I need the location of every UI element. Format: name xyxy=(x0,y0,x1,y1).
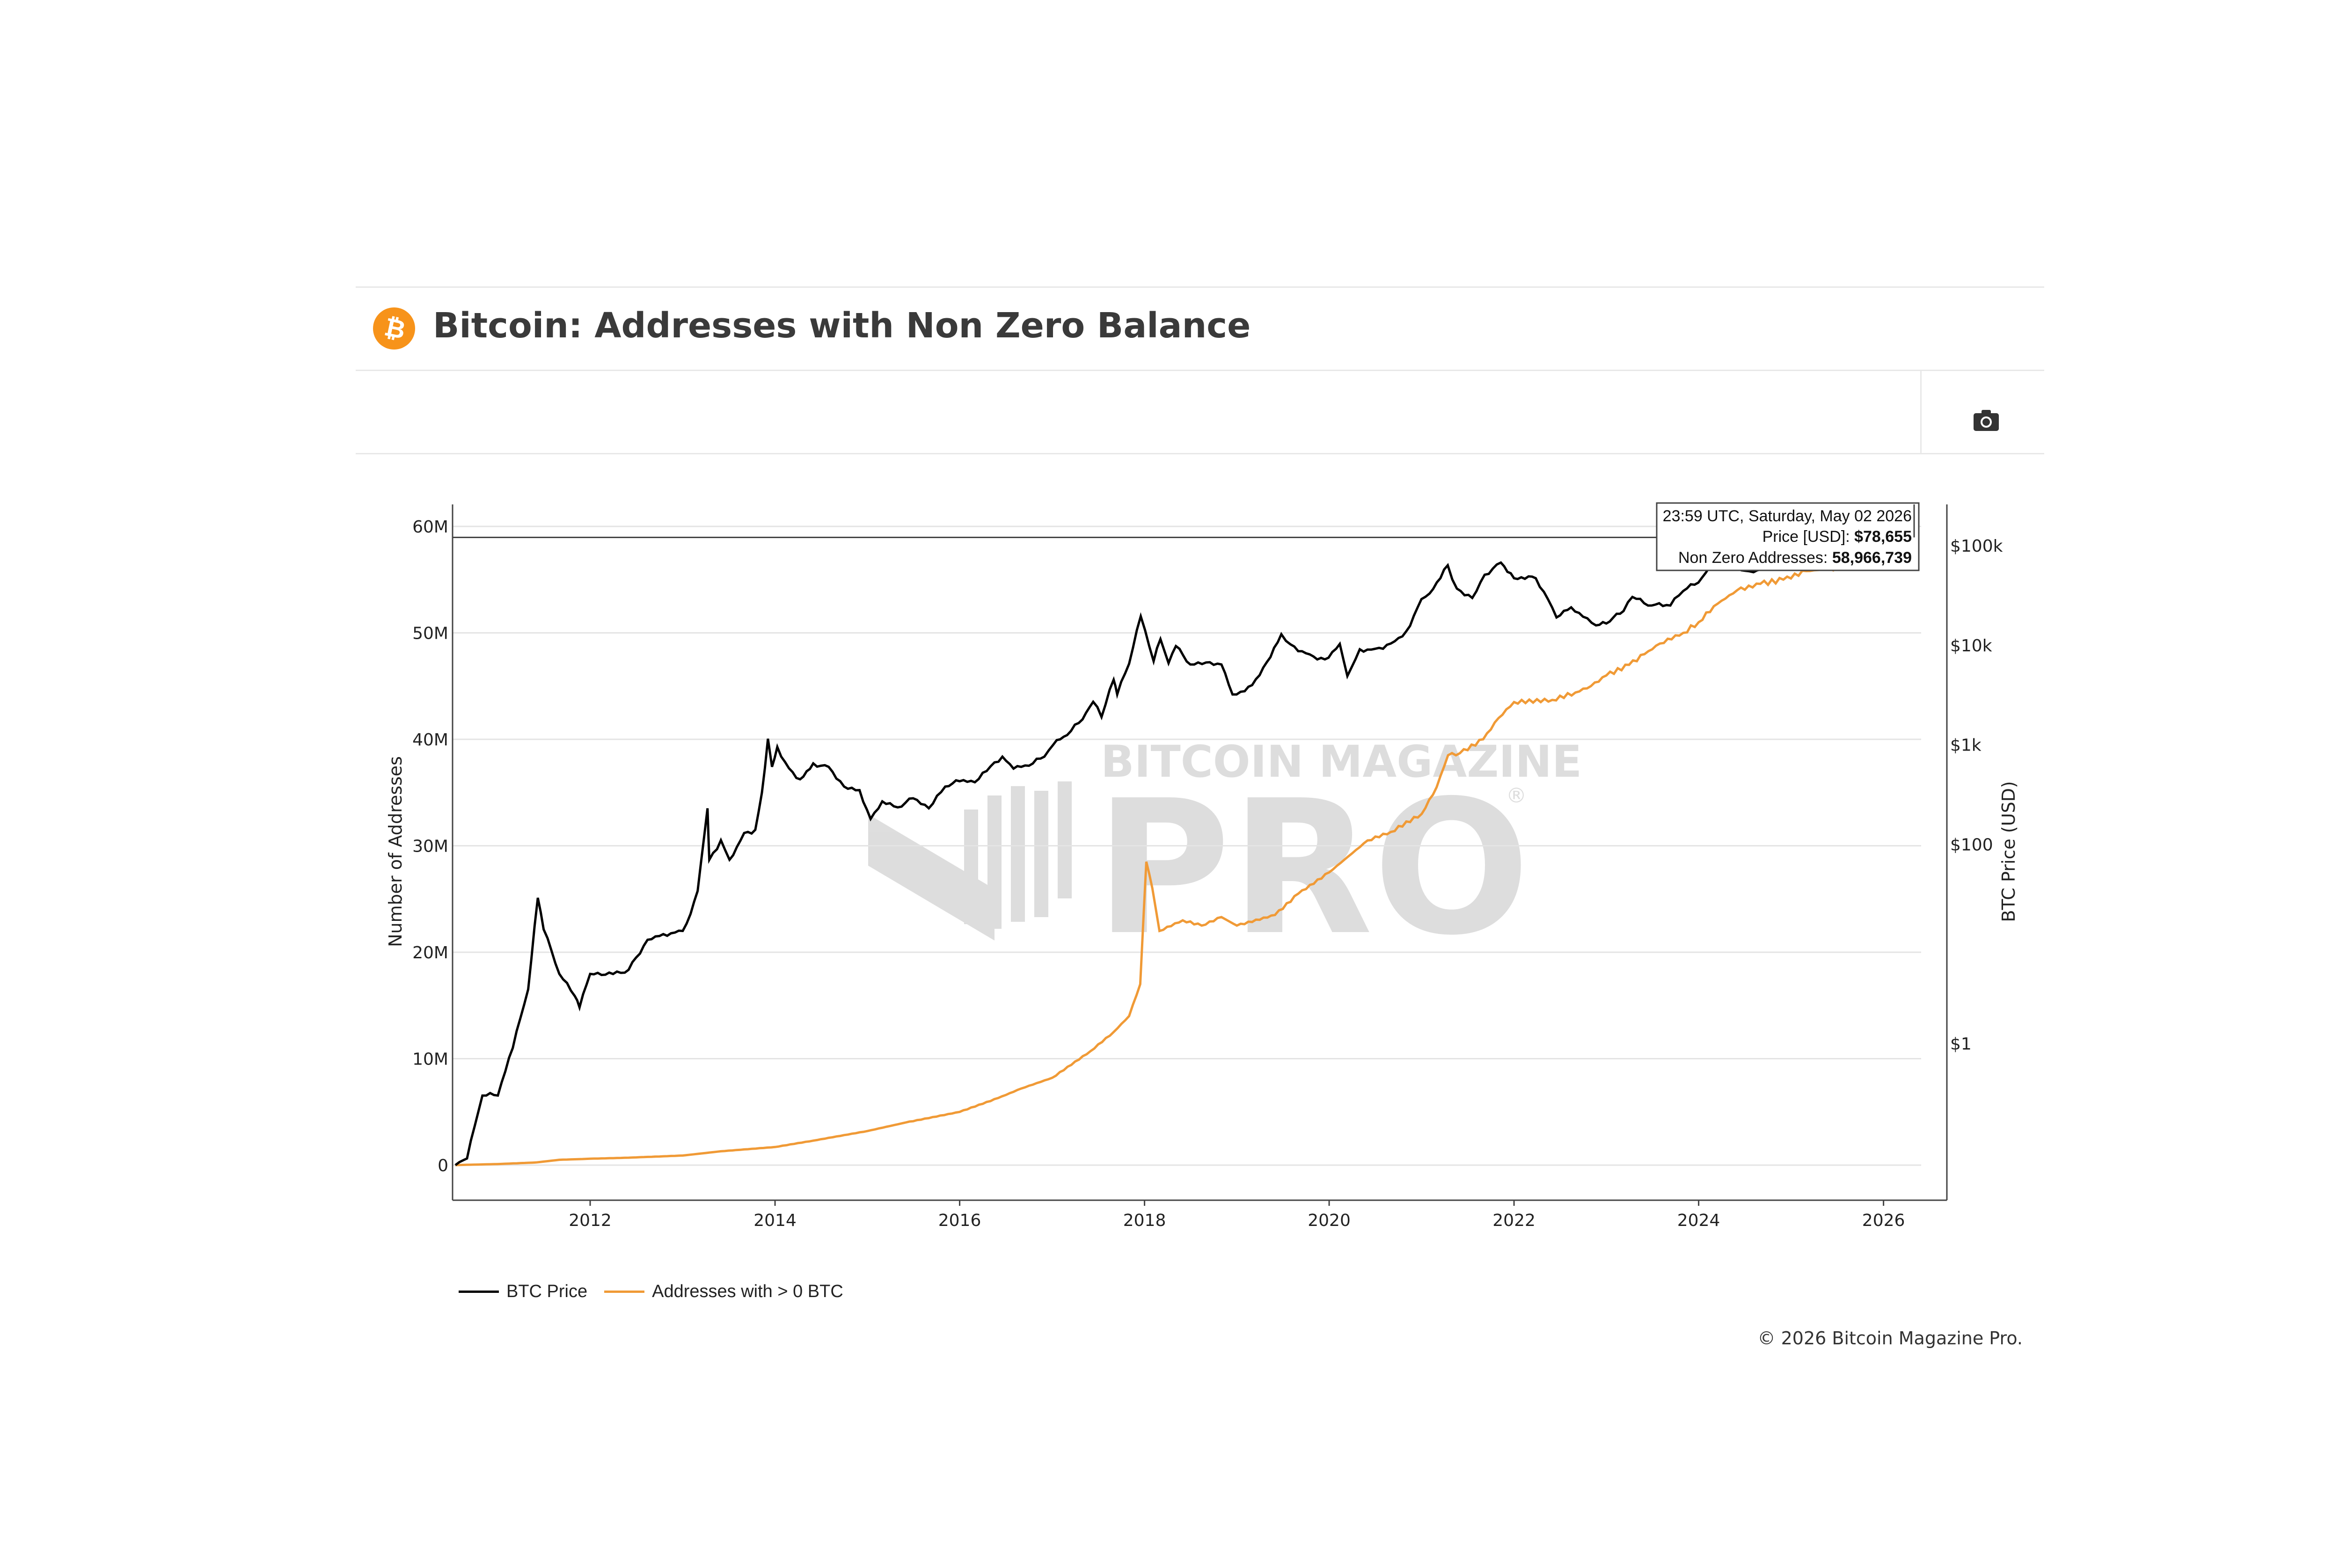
y2-tick-label: $1k xyxy=(1950,736,1982,755)
tooltip-addresses: Non Zero Addresses: 58,966,739 xyxy=(1678,549,1912,567)
header-bottom-divider xyxy=(356,370,2044,371)
tooltip-date: 23:59 UTC, Saturday, May 02 2026 xyxy=(1663,507,1912,525)
y-tick-label: 60M xyxy=(412,518,448,537)
x-tick-label: 2012 xyxy=(569,1211,612,1230)
hover-tooltip: 23:59 UTC, Saturday, May 02 2026 Price [… xyxy=(1656,502,1920,571)
toolbar-bottom-divider xyxy=(356,453,2044,454)
copyright: © 2026 Bitcoin Magazine Pro. xyxy=(1757,1328,2023,1349)
legend-label-btc-price: BTC Price xyxy=(506,1281,588,1301)
watermark-registered: ® xyxy=(1506,784,1527,808)
y-tick-label: 20M xyxy=(412,943,448,963)
x-tick-label: 2024 xyxy=(1677,1211,1720,1230)
x-tick-label: 2026 xyxy=(1862,1211,1905,1230)
chart-toolbar xyxy=(356,371,2044,454)
y2-tick-label: $1 xyxy=(1950,1035,1972,1054)
y-axis-right-label: BTC Price (USD) xyxy=(1998,781,2019,922)
x-tick-label: 2022 xyxy=(1492,1211,1536,1230)
legend-label-addresses: Addresses with > 0 BTC xyxy=(652,1281,843,1301)
tooltip-price: Price [USD]: $78,655 xyxy=(1762,528,1912,546)
watermark-text-line2: PRO xyxy=(1095,761,1530,976)
y-tick-label: 0 xyxy=(438,1156,448,1175)
x-axis-ticks: 2012 2014 2016 2018 2020 2022 2024 2026 xyxy=(569,1200,1905,1230)
watermark-logo-mark xyxy=(868,781,1072,941)
y2-tick-label: $100 xyxy=(1950,835,1993,854)
chart-header: ₿ Bitcoin: Addresses with Non Zero Balan… xyxy=(356,288,2044,370)
watermark-text-line1: BITCOIN MAGAZINE xyxy=(1101,737,1582,788)
camera-icon[interactable] xyxy=(1973,408,2000,432)
y2-tick-label: $100k xyxy=(1950,537,2003,556)
axes xyxy=(452,504,1948,1201)
header-top-divider xyxy=(356,286,2044,288)
x-tick-label: 2016 xyxy=(938,1211,981,1230)
x-tick-label: 2014 xyxy=(753,1211,797,1230)
y2-tick-label: $10k xyxy=(1950,636,1992,656)
y-axis-left-label: Number of Addresses xyxy=(385,756,406,947)
series-line-btc-price[interactable] xyxy=(454,534,1915,1167)
legend: BTC Price Addresses with > 0 BTC xyxy=(459,1277,860,1305)
bitcoin-logo-icon: ₿ xyxy=(373,307,415,350)
legend-item-btc-price[interactable]: BTC Price xyxy=(459,1282,587,1302)
x-tick-label: 2018 xyxy=(1123,1211,1166,1230)
legend-item-addresses[interactable]: Addresses with > 0 BTC xyxy=(604,1282,843,1302)
y-tick-label: 10M xyxy=(412,1050,448,1069)
y-tick-label: 40M xyxy=(412,730,448,750)
toolbar-separator xyxy=(1920,371,1922,454)
y-tick-label: 50M xyxy=(412,624,448,643)
y-axis-left-ticks: 0 10M 20M 30M 40M 50M 60M xyxy=(412,518,448,1175)
legend-swatch-addresses xyxy=(604,1290,645,1293)
series-line-addresses[interactable] xyxy=(455,536,1915,1167)
legend-swatch-btc-price xyxy=(459,1290,499,1293)
page-title: Bitcoin: Addresses with Non Zero Balance xyxy=(433,306,1251,346)
gridlines xyxy=(453,525,1921,1166)
x-tick-label: 2020 xyxy=(1308,1211,1351,1230)
y-tick-label: 30M xyxy=(412,837,448,856)
watermark: BITCOIN MAGAZINE PRO ® xyxy=(868,737,1582,976)
y-axis-right-ticks: $1 $100 $1k $10k $100k xyxy=(1950,537,2003,1054)
